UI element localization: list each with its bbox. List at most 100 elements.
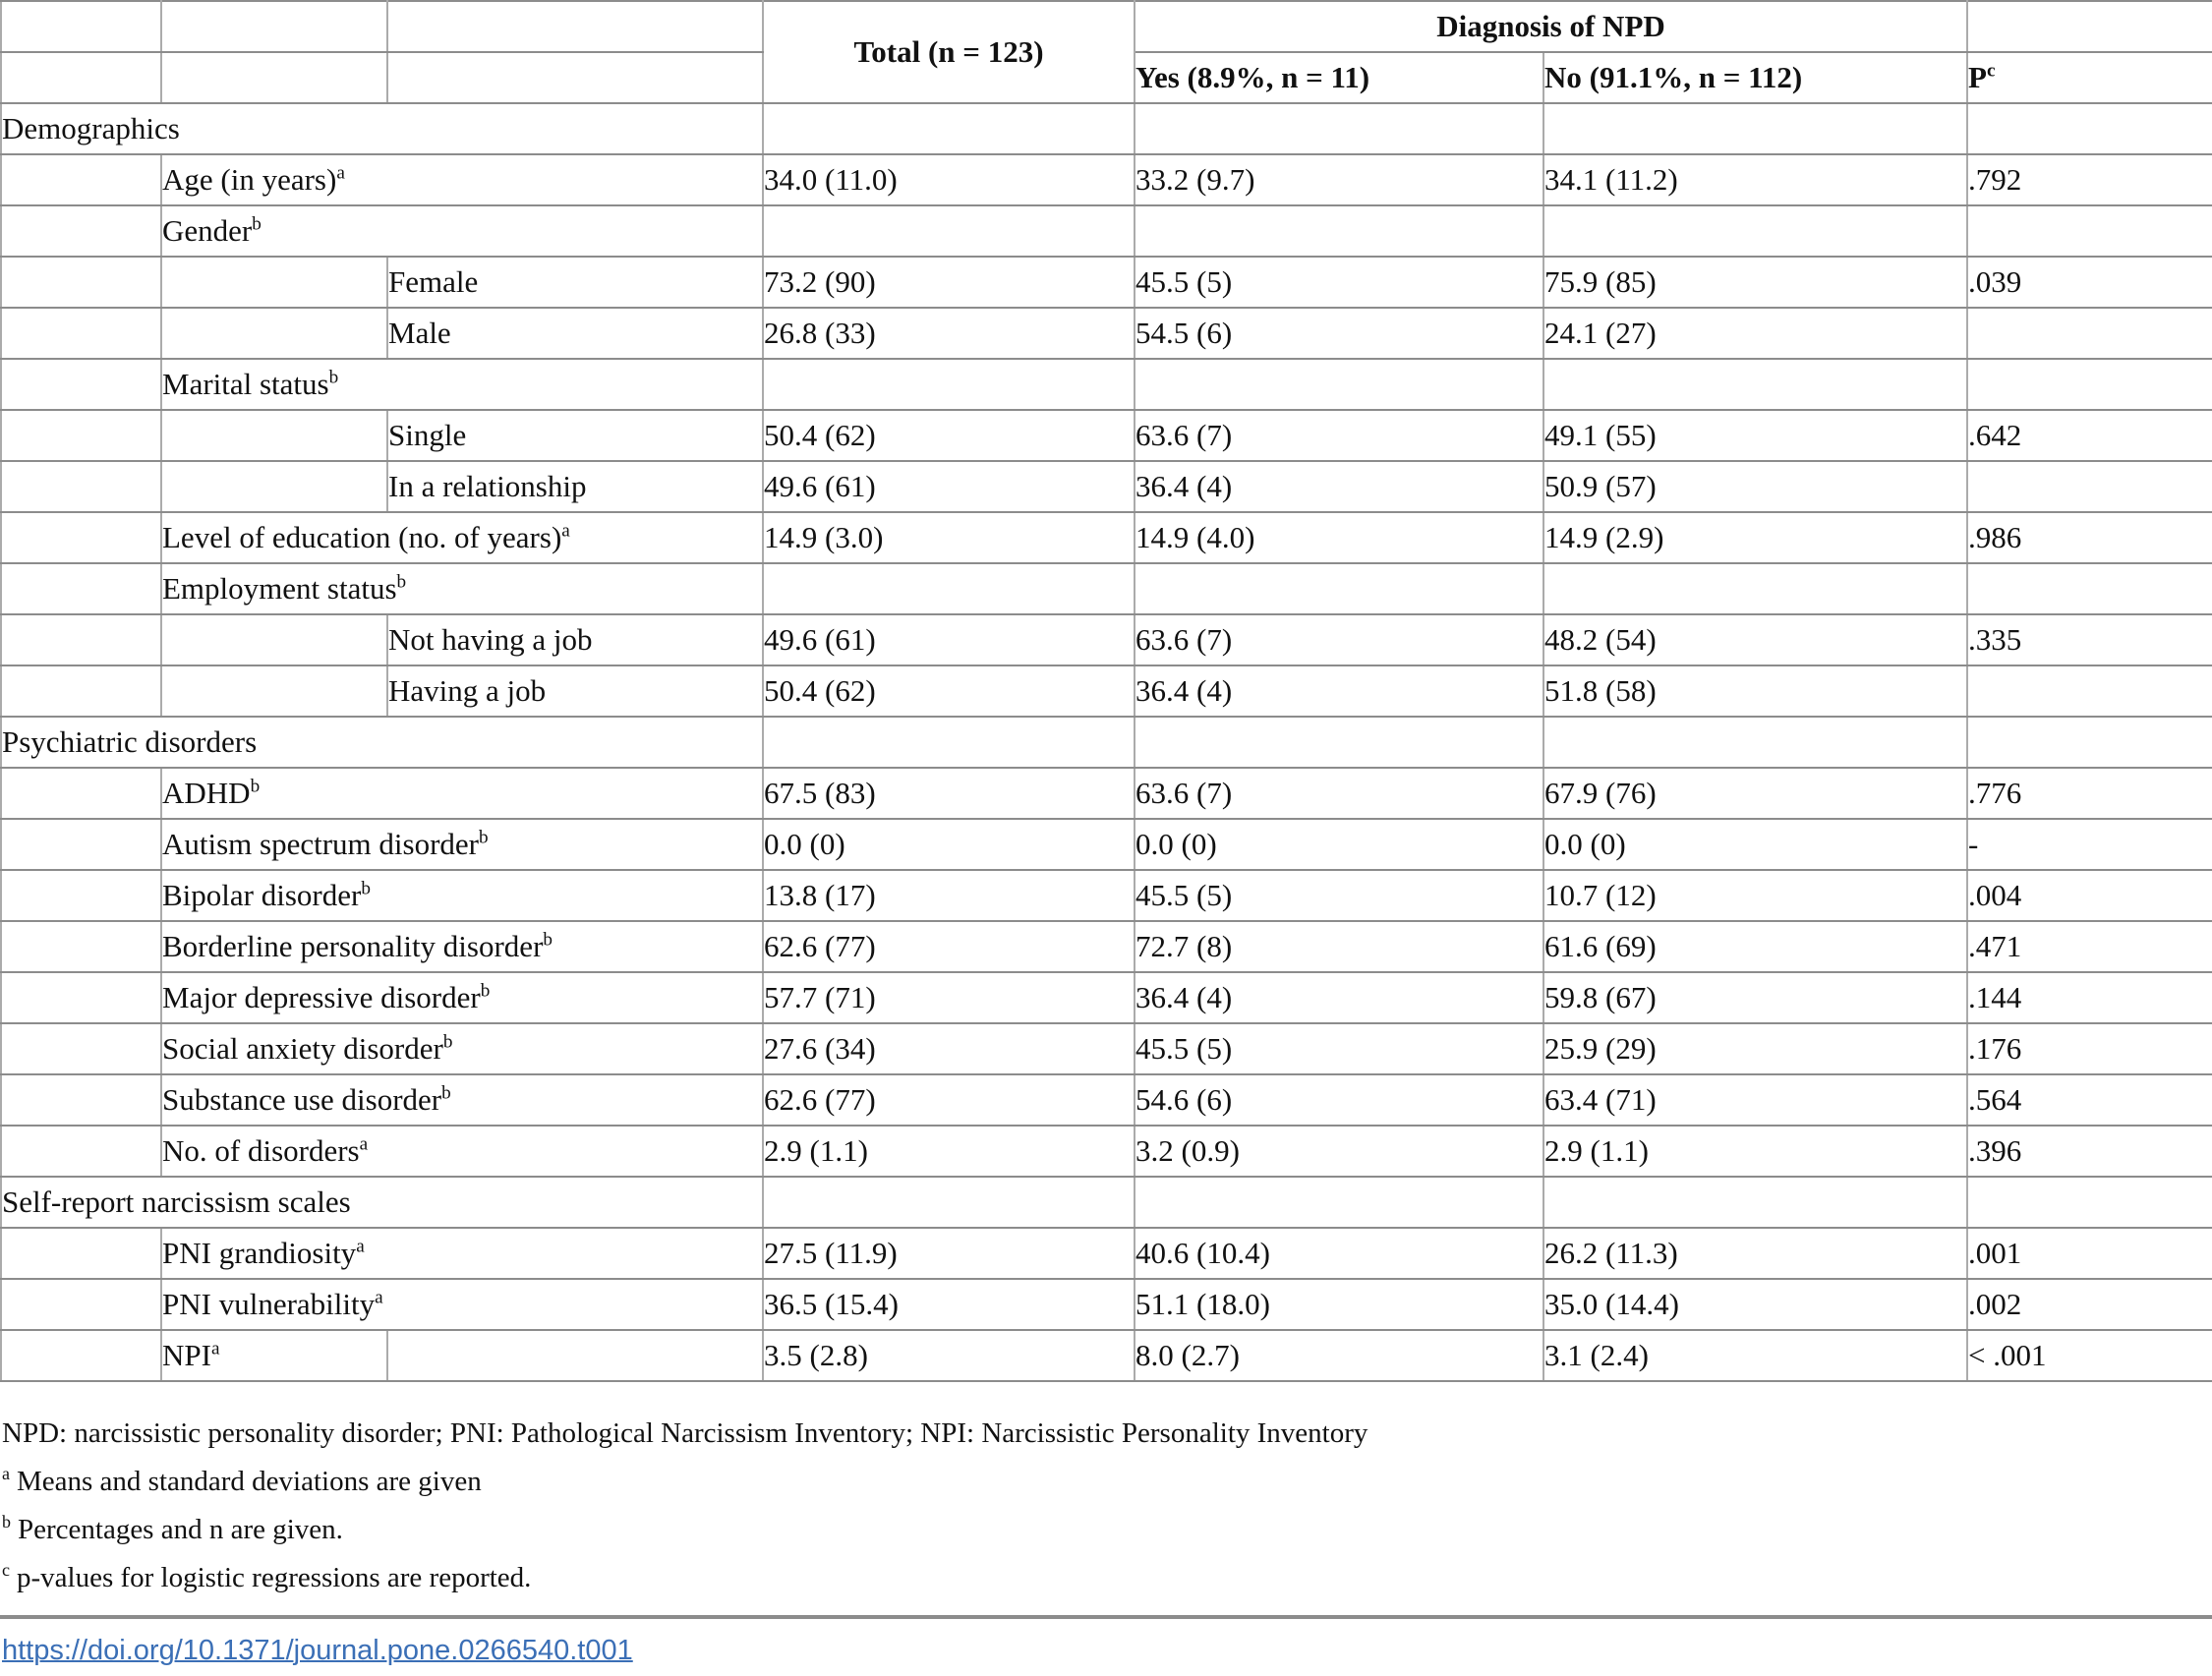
value-total: 13.8 (17) [762, 869, 1135, 922]
row-label-text: PNI grandiosity [162, 1236, 357, 1270]
value-p [1966, 358, 2212, 411]
indent-cell [0, 1125, 162, 1178]
value-yes: 33.2 (9.7) [1134, 153, 1544, 206]
value-no: 3.1 (2.4) [1542, 1329, 1969, 1382]
value-yes: 63.6 (7) [1134, 409, 1544, 462]
indent-cell [0, 1278, 162, 1331]
value-p: .642 [1966, 409, 2212, 462]
value-no: 34.1 (11.2) [1542, 153, 1969, 206]
row-label-text: Having a job [388, 673, 547, 708]
value-p [1966, 460, 2212, 513]
table-row: PNI vulnerabilitya 36.5 (15.4) 51.1 (18.… [0, 1278, 2212, 1331]
row-label: Bipolar disorderb [160, 869, 764, 922]
indent-cell [0, 51, 162, 104]
indent-cell [160, 613, 388, 666]
indent-cell [0, 613, 162, 666]
row-label-text: Age (in years) [162, 162, 337, 197]
value-total [762, 358, 1135, 411]
row-label: Male [386, 307, 764, 360]
row-label: Having a job [386, 665, 764, 718]
row-label-text: Not having a job [388, 622, 593, 657]
section-label: Demographics [0, 102, 764, 155]
table-row: Having a job 50.4 (62) 36.4 (4) 51.8 (58… [0, 665, 2212, 718]
value-total [762, 716, 1135, 769]
footnotes: NPD: narcissistic personality disorder; … [0, 1382, 2212, 1595]
doi-link[interactable]: https://doi.org/10.1371/journal.pone.026… [2, 1635, 633, 1666]
row-label-text: Level of education (no. of years) [162, 520, 562, 554]
value-no [1542, 1176, 1969, 1229]
row-label-text: PNI vulnerability [162, 1287, 376, 1321]
value-total: 14.9 (3.0) [762, 511, 1135, 564]
table-row: Social anxiety disorderb 27.6 (34) 45.5 … [0, 1022, 2212, 1075]
row-label-text: Gender [162, 213, 253, 248]
value-total: 27.5 (11.9) [762, 1227, 1135, 1280]
value-yes [1134, 204, 1544, 258]
table-row: Level of education (no. of years)a 14.9 … [0, 511, 2212, 564]
table-row: Bipolar disorderb 13.8 (17) 45.5 (5) 10.… [0, 869, 2212, 922]
row-label-text: Borderline personality disorder [162, 929, 544, 963]
value-no: 50.9 (57) [1542, 460, 1969, 513]
section-row: Psychiatric disorders [0, 716, 2212, 769]
value-no: 67.9 (76) [1542, 767, 1969, 820]
value-p [1966, 307, 2212, 360]
table-row: Autism spectrum disorderb 0.0 (0) 0.0 (0… [0, 818, 2212, 871]
table-row: ADHDb 67.5 (83) 63.6 (7) 67.9 (76) .776 [0, 767, 2212, 820]
indent-cell [0, 0, 162, 53]
value-no: 26.2 (11.3) [1542, 1227, 1969, 1280]
row-label-text: Single [388, 418, 467, 452]
value-p [1966, 102, 2212, 155]
indent-cell [160, 256, 388, 309]
indent-cell [160, 51, 388, 104]
value-p [1966, 204, 2212, 258]
superscript-marker: b [250, 776, 261, 797]
section-row: Demographics [0, 102, 2212, 155]
value-yes: 40.6 (10.4) [1134, 1227, 1544, 1280]
value-total: 3.5 (2.8) [762, 1329, 1135, 1382]
value-yes: 14.9 (4.0) [1134, 511, 1544, 564]
footnote-a: a Means and standard deviations are given [2, 1464, 2212, 1499]
superscript-marker: c [1986, 60, 1996, 82]
table-row: Single 50.4 (62) 63.6 (7) 49.1 (55) .642 [0, 409, 2212, 462]
indent-cell [0, 204, 162, 258]
value-no: 63.4 (71) [1542, 1073, 1969, 1127]
row-label: Level of education (no. of years)a [160, 511, 764, 564]
table-row: In a relationship 49.6 (61) 36.4 (4) 50.… [0, 460, 2212, 513]
value-p: .002 [1966, 1278, 2212, 1331]
value-yes: 45.5 (5) [1134, 1022, 1544, 1075]
indent-cell [0, 665, 162, 718]
section-label-text: Demographics [2, 111, 180, 145]
value-total: 36.5 (15.4) [762, 1278, 1135, 1331]
value-yes: 3.2 (0.9) [1134, 1125, 1544, 1178]
value-no: 0.0 (0) [1542, 818, 1969, 871]
value-p: .564 [1966, 1073, 2212, 1127]
indent-cell [386, 51, 764, 104]
value-no: 2.9 (1.1) [1542, 1125, 1969, 1178]
value-total: 27.6 (34) [762, 1022, 1135, 1075]
row-label-text: Substance use disorder [162, 1082, 442, 1117]
value-yes: 45.5 (5) [1134, 256, 1544, 309]
indent-cell [0, 818, 162, 871]
value-total: 0.0 (0) [762, 818, 1135, 871]
superscript-marker: b [328, 367, 339, 388]
row-label-text: In a relationship [388, 469, 587, 503]
row-label-text: Employment status [162, 571, 397, 606]
value-p: .176 [1966, 1022, 2212, 1075]
row-label-text: Marital status [162, 367, 329, 401]
section-label: Psychiatric disorders [0, 716, 764, 769]
value-yes [1134, 562, 1544, 615]
indent-cell [386, 0, 764, 53]
indent-cell [160, 409, 388, 462]
value-p [1966, 665, 2212, 718]
value-total [762, 102, 1135, 155]
value-yes: 36.4 (4) [1134, 971, 1544, 1024]
value-p: .335 [1966, 613, 2212, 666]
footnote-c: c p-values for logistic regressions are r… [2, 1560, 2212, 1595]
row-label-text: Female [388, 264, 479, 299]
value-p: .039 [1966, 256, 2212, 309]
table-row: Genderb [0, 204, 2212, 258]
value-total: 57.7 (71) [762, 971, 1135, 1024]
value-p [1966, 1176, 2212, 1229]
value-p: .471 [1966, 920, 2212, 973]
table-row: PNI grandiositya 27.5 (11.9) 40.6 (10.4)… [0, 1227, 2212, 1280]
row-label: Single [386, 409, 764, 462]
